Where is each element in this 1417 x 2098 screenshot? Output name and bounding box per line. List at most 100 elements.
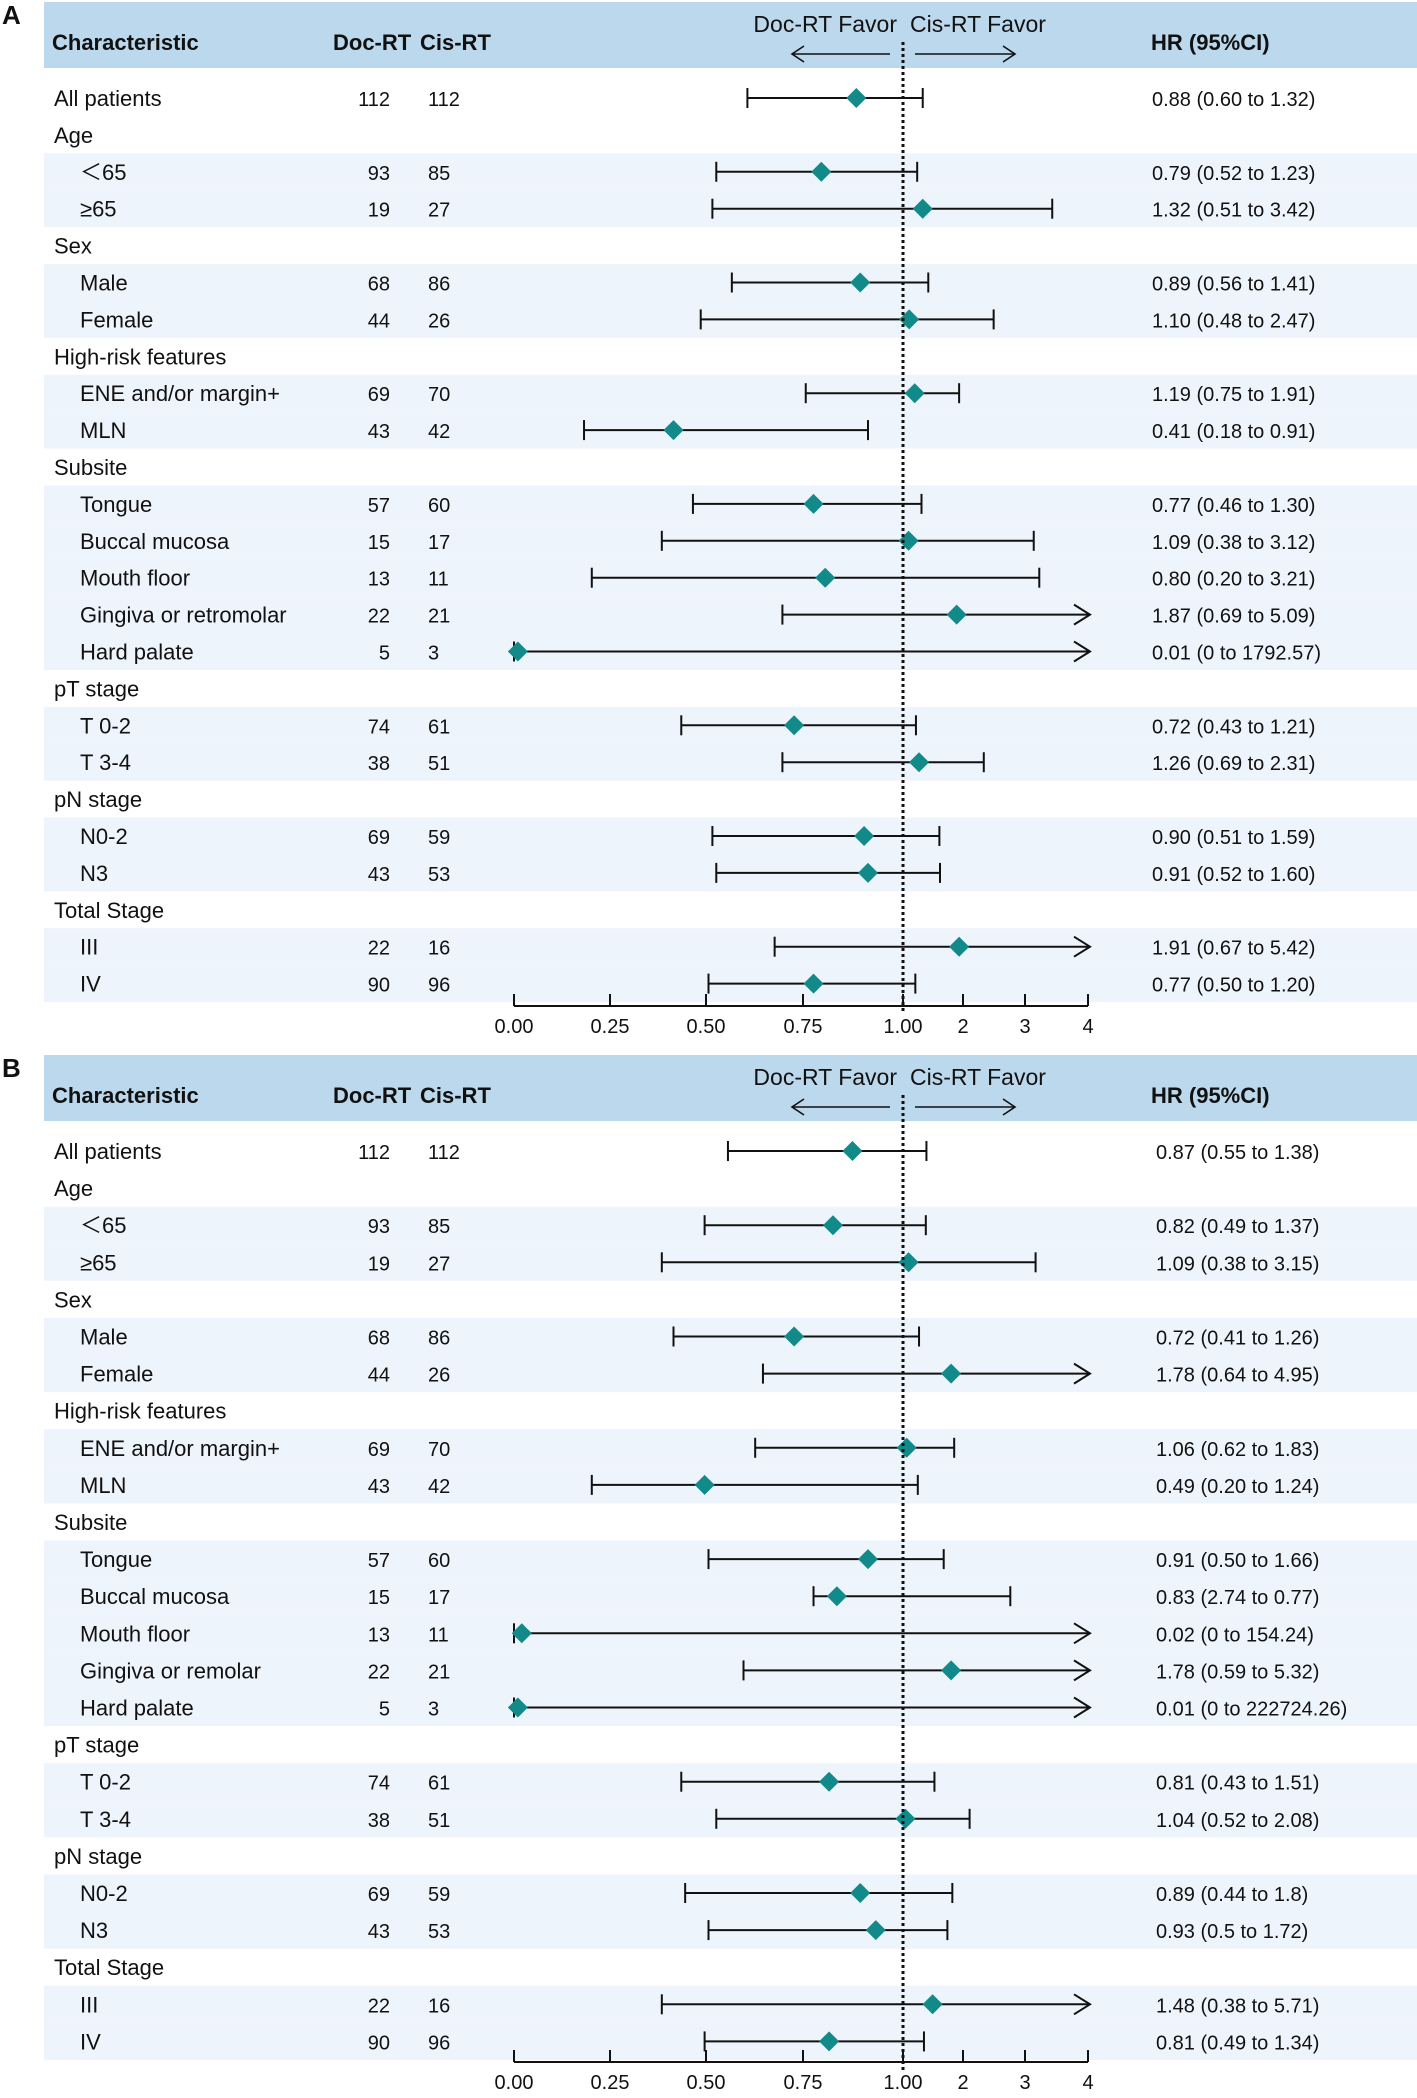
hr-point-marker	[784, 715, 805, 736]
hr-point-marker	[511, 1623, 532, 1644]
cis-rt-count: 17	[428, 532, 450, 554]
x-tick-label: 4	[1082, 1016, 1093, 1038]
hr-point-marker	[857, 862, 878, 883]
hr-ci-text: 1.78 (0.59 to 5.32)	[1156, 1661, 1319, 1683]
hr-ci-text: 0.01 (0 to 222724.26)	[1156, 1699, 1347, 1721]
cis-rt-count: 53	[428, 1921, 450, 1943]
hr-ci-text: 0.02 (0 to 154.24)	[1156, 1624, 1314, 1646]
row-label: III	[80, 1992, 98, 2017]
header-doc-rt: Doc-RT	[333, 30, 412, 55]
row-label: T 3-4	[80, 750, 131, 775]
hr-ci-text: 0.77 (0.46 to 1.30)	[1152, 495, 1315, 517]
cis-rt-count: 70	[428, 1439, 450, 1461]
group-heading: Total Stage	[54, 1955, 164, 1980]
doc-rt-count: 22	[368, 938, 390, 960]
favor-right-label: Cis-RT Favor	[910, 1064, 1046, 1090]
hr-ci-text: 0.90 (0.51 to 1.59)	[1152, 827, 1315, 849]
hr-point-marker	[941, 1363, 962, 1384]
hr-point-marker	[507, 1697, 528, 1718]
hr-point-marker	[846, 88, 867, 108]
hr-point-marker	[784, 1326, 805, 1347]
cis-rt-count: 86	[428, 274, 450, 296]
ci-overflow-arrow	[1073, 640, 1092, 663]
row-label: Hard palate	[80, 640, 194, 665]
hr-ci-text: 0.80 (0.20 to 3.21)	[1152, 569, 1315, 591]
hr-ci-text: 0.89 (0.44 to 1.8)	[1156, 1884, 1308, 1906]
cis-rt-count: 112	[428, 89, 460, 111]
hr-ci-text: 0.83 (2.74 to 0.77)	[1156, 1587, 1319, 1609]
cis-rt-count: 42	[428, 1476, 450, 1498]
row-label: N3	[80, 861, 108, 886]
header-band	[44, 1055, 1417, 1121]
group-heading: Age	[54, 1176, 93, 1201]
hr-ci-text: 0.41 (0.18 to 0.91)	[1152, 421, 1315, 443]
row-band	[44, 374, 1417, 412]
x-tick-label: 0.75	[784, 1016, 823, 1038]
hr-ci-text: 0.82 (0.49 to 1.37)	[1156, 1216, 1319, 1238]
cis-rt-count: 42	[428, 421, 450, 443]
doc-rt-count: 44	[368, 310, 390, 332]
group-heading: Age	[54, 123, 93, 148]
favor-left-arrowhead	[790, 45, 805, 63]
hr-ci-text: 1.10 (0.48 to 2.47)	[1152, 310, 1315, 332]
doc-rt-count: 38	[368, 753, 390, 775]
x-tick-label: 1.00	[884, 1016, 923, 1038]
doc-rt-count: 68	[368, 274, 390, 296]
row-band	[44, 928, 1417, 966]
row-label: Female	[80, 307, 153, 332]
hr-point-marker	[826, 1586, 847, 1607]
hr-ci-text: 1.78 (0.64 to 4.95)	[1156, 1365, 1319, 1387]
ci-overflow-arrow	[1073, 1622, 1092, 1645]
hr-ci-text: 1.91 (0.67 to 5.42)	[1152, 938, 1315, 960]
row-label: Male	[80, 271, 128, 296]
hr-ci-text: 0.91 (0.52 to 1.60)	[1152, 864, 1315, 886]
row-label: All patients	[54, 86, 162, 111]
hr-point-marker	[507, 641, 528, 662]
row-band	[44, 264, 1417, 301]
doc-rt-count: 44	[368, 1365, 390, 1387]
doc-rt-count: 57	[368, 1550, 390, 1572]
cis-rt-count: 96	[428, 975, 450, 997]
cis-rt-count: 11	[428, 1624, 449, 1646]
row-label: Gingiva or remolar	[80, 1658, 261, 1683]
header-band	[44, 2, 1417, 68]
favor-left-label: Doc-RT Favor	[753, 1064, 897, 1090]
cis-rt-count: 27	[428, 1253, 450, 1275]
hr-ci-text: 1.09 (0.38 to 3.12)	[1152, 532, 1315, 554]
row-band	[44, 1355, 1417, 1393]
x-tick-label: 0.25	[591, 2072, 630, 2093]
row-label: Buccal mucosa	[80, 529, 230, 554]
cis-rt-count: 17	[428, 1587, 450, 1609]
cis-rt-count: 11	[428, 569, 449, 591]
group-heading: pT stage	[54, 1733, 139, 1758]
hr-ci-text: 1.09 (0.38 to 3.15)	[1156, 1253, 1319, 1275]
cis-rt-count: 60	[428, 1550, 450, 1572]
hr-ci-text: 0.72 (0.43 to 1.21)	[1152, 716, 1315, 738]
doc-rt-count: 22	[368, 1995, 390, 2017]
row-label: ENE and/or margin+	[80, 1436, 280, 1461]
cis-rt-count: 86	[428, 1328, 450, 1350]
cis-rt-count: 59	[428, 827, 450, 849]
hr-point-marker	[895, 1808, 916, 1829]
cis-rt-count: 26	[428, 310, 450, 332]
row-label: T 3-4	[80, 1807, 131, 1832]
x-tick-label: 0.50	[687, 2072, 726, 2093]
doc-rt-count: 38	[368, 1810, 390, 1832]
x-tick-label: 2	[957, 1016, 968, 1038]
cis-rt-count: 51	[428, 753, 450, 775]
cis-rt-count: 96	[428, 2032, 450, 2054]
hr-ci-text: 0.93 (0.5 to 1.72)	[1156, 1921, 1308, 1943]
hr-point-marker	[904, 383, 925, 404]
hr-point-marker	[896, 1437, 917, 1458]
doc-rt-count: 112	[358, 89, 390, 111]
hr-ci-text: 1.06 (0.62 to 1.83)	[1156, 1439, 1319, 1461]
favor-right-arrowhead	[1002, 45, 1017, 63]
hr-point-marker	[857, 1549, 878, 1570]
cis-rt-count: 21	[428, 1661, 450, 1683]
header-hr: HR (95%CI)	[1151, 1083, 1270, 1108]
hr-point-marker	[922, 1994, 943, 2015]
cis-rt-count: 59	[428, 1884, 450, 1906]
doc-rt-count: 90	[368, 2032, 390, 2054]
hr-point-marker	[822, 1215, 843, 1236]
hr-ci-text: 0.91 (0.50 to 1.66)	[1156, 1550, 1319, 1572]
